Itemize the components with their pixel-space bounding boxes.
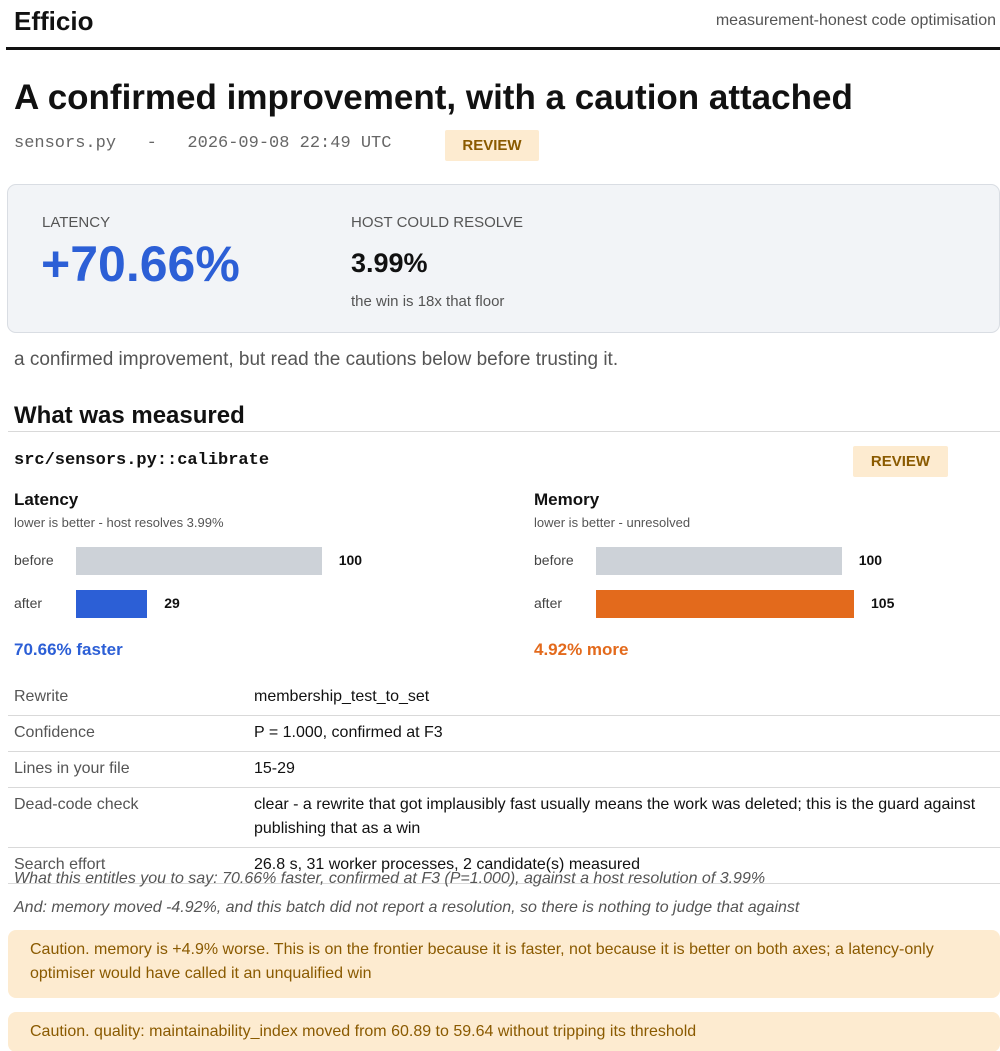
memory-metric-title: Memory [534,490,600,509]
latency-metric-title: Latency [14,490,79,509]
host-resolution-value: 3.99% [351,248,428,278]
caution-quality: Caution. quality: maintainability_index … [8,1012,1000,1051]
detail-value: 26.8 s, 31 worker processes, 2 candidate… [248,847,1000,884]
caution-memory: Caution. memory is +4.9% worse. This is … [8,930,1000,998]
tagline: measurement-honest code optimisation [715,12,996,29]
host-resolution-note: the win is 18x that floor [351,293,505,310]
page-title: A confirmed improvement, with a caution … [14,78,853,117]
detail-key: Lines in your file [8,751,248,788]
section-title: What was measured [14,402,245,429]
latency-label: LATENCY [42,214,111,231]
summary-card: LATENCY +70.66% HOST COULD RESOLVE 3.99%… [7,184,1000,333]
detail-value: membership_test_to_set [248,680,1000,716]
latency-before-bar [76,547,322,575]
details-table: Rewrite membership_test_to_set Confidence P… [8,680,1000,884]
table-row: Dead-code check clear - a rewrite that go… [8,787,1000,848]
latency-before-value: 100 [338,552,363,568]
host-resolution-label: HOST COULD RESOLVE [351,214,523,231]
latency-delta: 70.66% faster [14,640,123,659]
status-badge: REVIEW [445,130,539,161]
detail-key: Confidence [8,715,248,752]
table-row: Search effort 26.8 s, 31 worker processes… [8,847,1000,884]
latency-metric: Latency lower is better - host resolves … [14,490,474,670]
latency-after-label: after [14,595,43,611]
memory-after-bar [596,590,854,618]
memory-note: And: memory moved -4.92%, and this batch… [14,899,800,916]
memory-metric: Memory lower is better - unresolved befo… [534,490,994,670]
detail-key: Rewrite [8,680,248,716]
latency-metric-subtitle: lower is better - host resolves 3.99% [14,515,224,530]
detail-key: Search effort [8,847,248,884]
entitlement-note: What this entitles you to say: 70.66% fa… [14,870,766,887]
memory-metric-subtitle: lower is better - unresolved [534,515,691,530]
detail-value: P = 1.000, confirmed at F3 [248,715,1000,752]
memory-before-bar [596,547,842,575]
section-divider [8,431,1000,432]
memory-before-value: 100 [858,552,883,568]
table-row: Lines in your file 15-29 [8,751,1000,788]
latency-value: +70.66% [41,236,240,292]
detail-value: 15-29 [248,751,1000,788]
brand-logo[interactable]: Efficio [14,6,94,36]
memory-delta: 4.92% more [534,640,629,659]
detail-key: Dead-code check [8,787,248,848]
latency-after-value: 29 [164,595,180,611]
function-name: src/sensors.py::calibrate [14,451,270,470]
memory-before-label: before [534,552,574,568]
report-meta: sensors.py - 2026-09-08 22:49 UTC [14,134,392,153]
table-row: Rewrite membership_test_to_set [8,680,1000,716]
detail-value: clear - a rewrite that got implausibly f… [248,787,1000,848]
memory-after-label: after [534,595,563,611]
verdict-text: a confirmed improvement, but read the ca… [14,349,619,370]
table-row: Confidence P = 1.000, confirmed at F3 [8,715,1000,752]
latency-before-label: before [14,552,54,568]
latency-after-bar [76,590,148,618]
memory-after-value: 105 [871,595,895,611]
function-status-badge: REVIEW [853,446,948,477]
top-bar: Efficio measurement-honest code optimisa… [6,0,1000,50]
